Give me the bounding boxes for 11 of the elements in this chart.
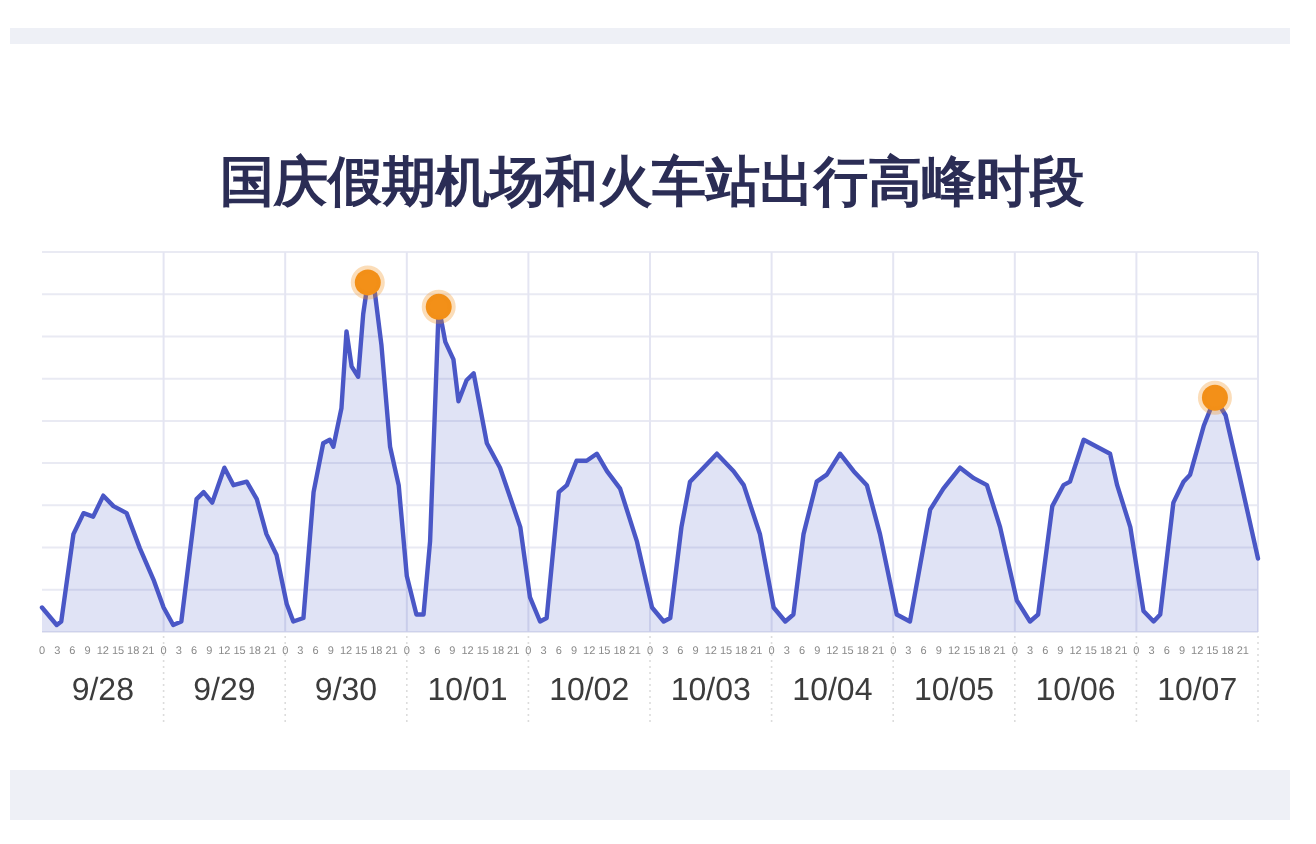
x2-tick-label: 10/03 — [670, 674, 752, 708]
title: 国庆假期机场和火车站出行高峰时段 — [220, 152, 1084, 212]
x2-tick-label: 9/30 — [314, 674, 378, 708]
x2-tick-label: 10/06 — [1035, 674, 1116, 708]
x2-tick-label: 10/01 — [427, 674, 508, 708]
x2-tick-label: 10/07 — [1157, 674, 1238, 708]
x2-tick-label: 9/29 — [193, 674, 256, 708]
x2-tick-label: 9/28 — [71, 674, 135, 708]
x2-tick-label: 10/04 — [792, 674, 873, 708]
x2-tick-label: 10/05 — [913, 674, 995, 708]
x2-tick-label: 10/02 — [549, 674, 630, 708]
